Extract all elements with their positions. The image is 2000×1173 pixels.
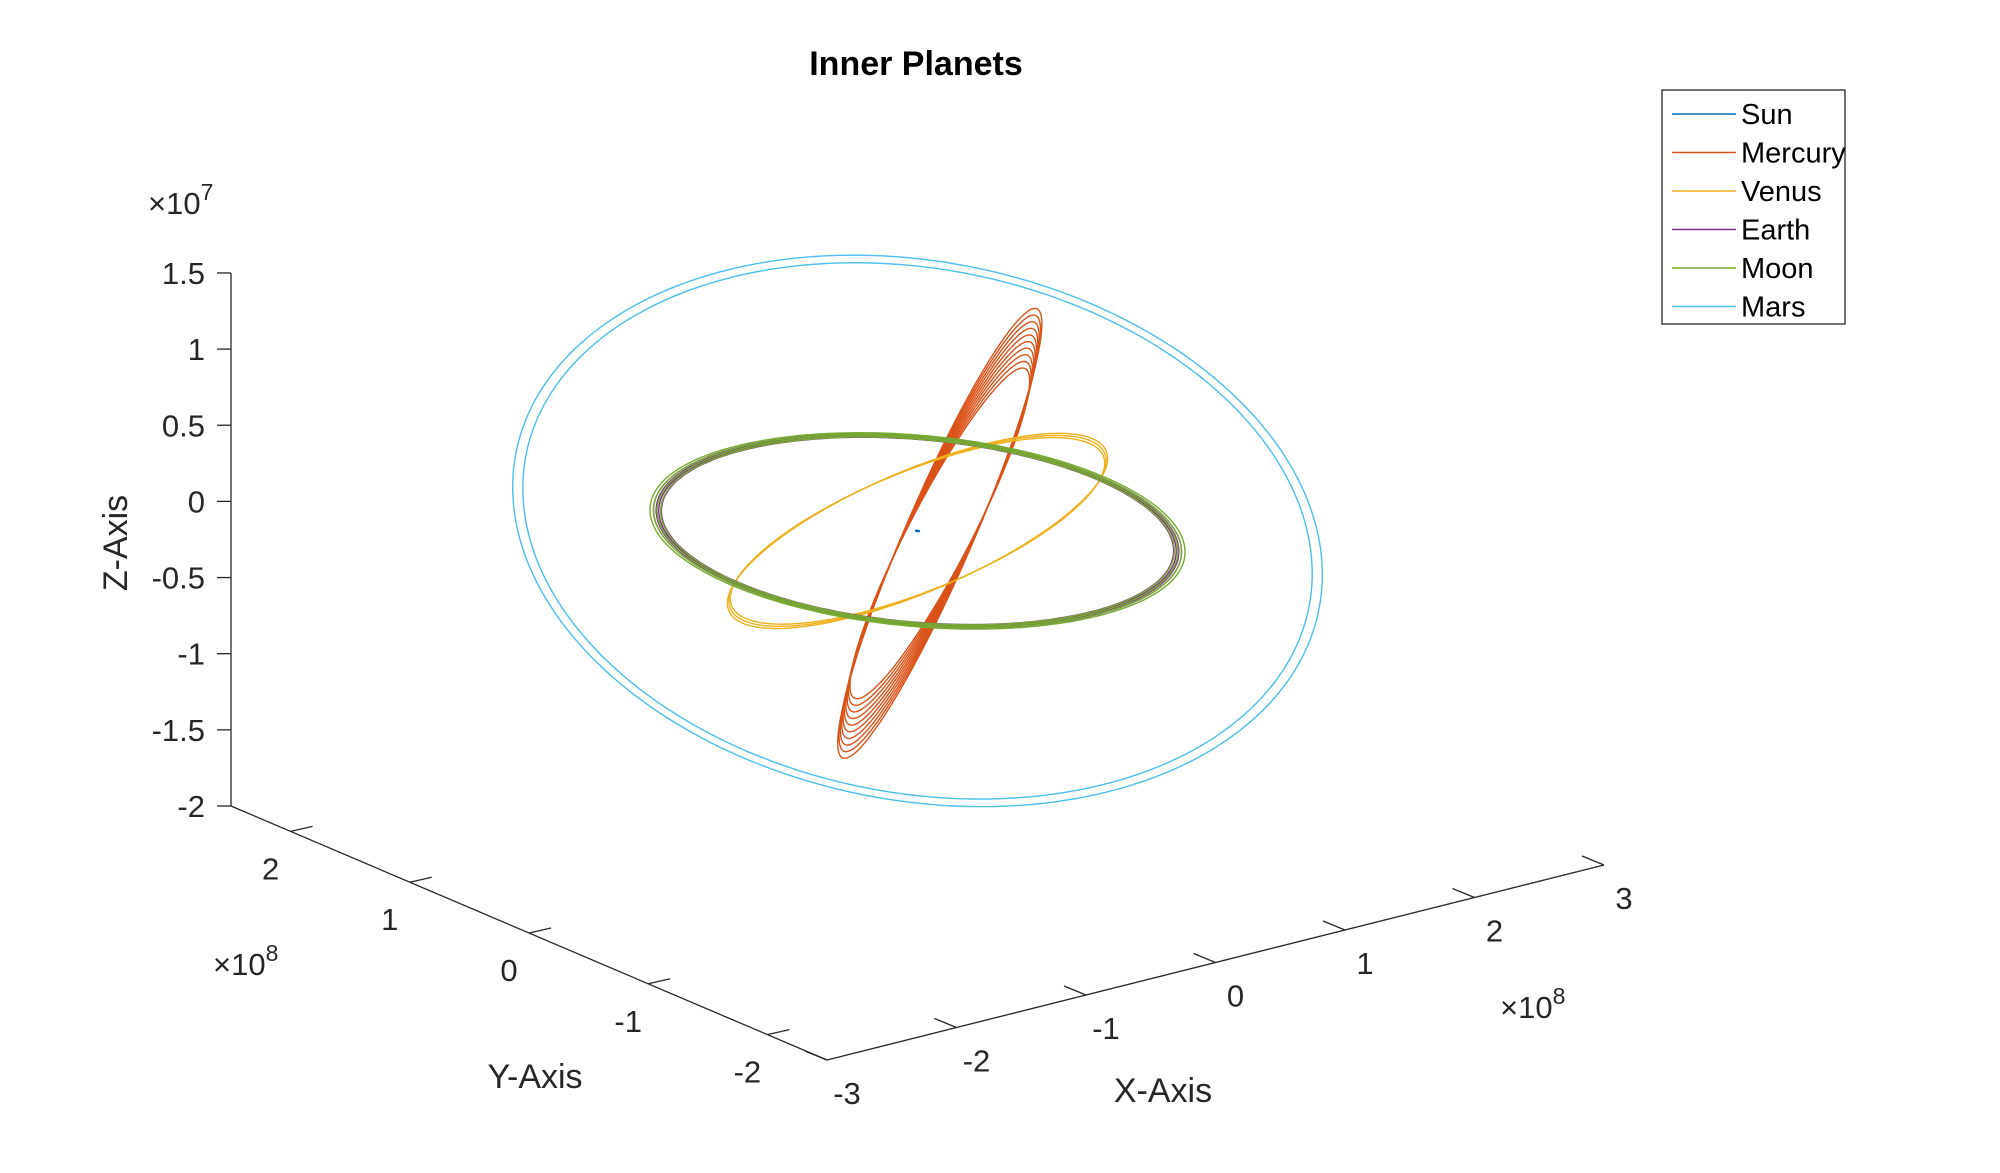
z-multiplier: ×107 [148, 179, 213, 221]
legend-label: Venus [1741, 176, 1822, 208]
z-tick-label: 0.5 [162, 408, 205, 443]
x-tick-mark [1452, 887, 1475, 899]
legend-label: Mars [1741, 292, 1805, 324]
orbit-path [842, 334, 1038, 733]
y-tick-label: -2 [734, 1055, 762, 1090]
orbit-path [512, 254, 1324, 808]
z-tick-label: -1 [177, 637, 205, 672]
z-multiplier-base: ×10 [148, 186, 201, 221]
legend-entry: Earth [1672, 215, 1810, 247]
y-tick-label: 1 [381, 902, 398, 937]
orbit-path [838, 314, 1042, 753]
z-tick-label: -0.5 [152, 561, 205, 596]
x-tick-mark [804, 1050, 828, 1061]
orbit-path [660, 436, 1176, 626]
y-tick-mark [409, 876, 432, 883]
legend: Sun Mercury Venus Earth Moon Mars [1661, 89, 1846, 325]
orbit-path [849, 367, 1031, 700]
orbit-path [845, 347, 1035, 720]
chart-title: Inner Planets [809, 45, 1023, 83]
y-tick-mark [290, 825, 313, 833]
x-tick-mark [1581, 855, 1605, 866]
x-tick-label: 1 [1356, 946, 1373, 981]
y-tick-label: 2 [262, 851, 279, 886]
legend-entry: Mars [1672, 292, 1805, 324]
orbit-path [522, 261, 1313, 800]
x-axis-label: X-Axis [1114, 1072, 1212, 1110]
x-tick-label: 3 [1615, 881, 1632, 916]
orbit-path [656, 434, 1179, 627]
svg-text:×108: ×108 [213, 940, 278, 982]
series-mercury [837, 307, 1043, 759]
series-moon [649, 431, 1186, 630]
orbit-path [837, 307, 1043, 759]
z-tick-label: -1.5 [152, 713, 205, 748]
orbit-path [652, 433, 1183, 629]
orbit-path [649, 431, 1186, 630]
y-tick-mark [528, 927, 552, 934]
legend-label: Moon [1741, 253, 1814, 285]
x-multiplier-base: ×10 [1500, 990, 1553, 1025]
orbit-path [915, 529, 920, 533]
legend-entry: Sun [1672, 99, 1793, 131]
z-multiplier-exp: 7 [201, 179, 214, 205]
z-tick-label: 1 [188, 332, 205, 367]
y-multiplier-exp: 8 [266, 940, 279, 966]
y-multiplier-base: ×10 [213, 947, 266, 982]
legend-label: Mercury [1741, 138, 1846, 170]
legend-entry: Moon [1672, 253, 1814, 285]
orbit-path [847, 360, 1032, 706]
orbit-path [846, 354, 1034, 713]
orbit-path [841, 327, 1039, 740]
x-tick-label: -1 [1092, 1011, 1120, 1046]
legend-entry: Venus [1672, 176, 1822, 208]
orbit-lines [512, 254, 1324, 808]
y-tick-label: 0 [500, 953, 517, 988]
x-tick-mark [1193, 952, 1216, 964]
x-tick-label: -3 [833, 1076, 861, 1111]
axes-group [230, 273, 1605, 1061]
legend-label: Sun [1741, 99, 1793, 131]
y-axis-label: Y-Axis [487, 1058, 582, 1096]
x-tick-mark [1322, 920, 1346, 931]
svg-text:×108: ×108 [1500, 983, 1565, 1025]
y-multiplier: ×108 [213, 940, 278, 982]
y-tick-mark [648, 978, 671, 985]
series-mars [512, 254, 1324, 808]
z-tick-label: -2 [177, 789, 205, 824]
legend-box [1661, 89, 1846, 325]
series-venus [726, 432, 1109, 630]
orbit-path [843, 340, 1036, 726]
z-tick-label: 1.5 [162, 256, 205, 291]
x-tick-label: -2 [963, 1044, 991, 1079]
y-tick-label: -1 [614, 1004, 642, 1039]
svg-text:×107: ×107 [148, 179, 213, 221]
x-tick-mark [1063, 985, 1087, 996]
legend-label: Earth [1741, 215, 1810, 247]
orbit-path [839, 320, 1040, 746]
z-axis-label: Z-Axis [97, 495, 135, 591]
z-tick-label: 0 [188, 484, 205, 519]
legend-entry: Mercury [1672, 138, 1846, 170]
tick-group: 1.5 1 0.5 0 -0.5 -1 -1.5 -2 -2 -1 0 1 2 -3 -2 -1 0 1 2 3 [152, 256, 1633, 1111]
x-multiplier-exp: 8 [1553, 983, 1566, 1009]
y-tick-mark [767, 1028, 790, 1036]
series-sun [915, 529, 920, 533]
x-multiplier: ×108 [1500, 983, 1565, 1025]
x-tick-mark [934, 1017, 957, 1029]
orbit-path [729, 436, 1106, 625]
x-tick-label: 0 [1227, 979, 1244, 1014]
x-tick-label: 2 [1486, 914, 1503, 949]
